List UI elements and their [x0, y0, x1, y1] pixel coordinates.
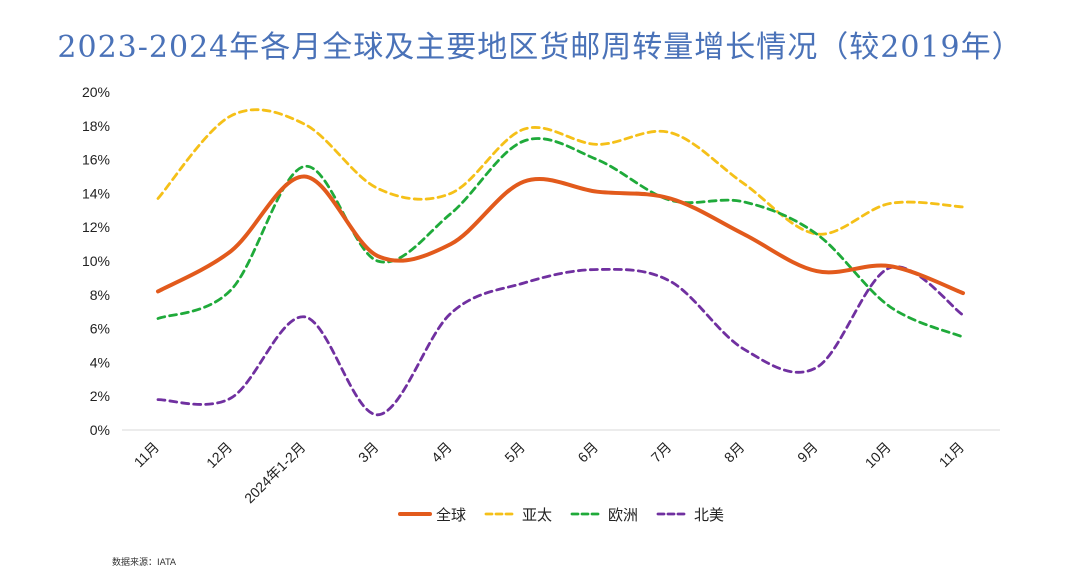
legend-item: 亚太	[484, 506, 552, 524]
axes: 0% 2% 4% 6% 8% 10% 12% 14% 16% 18% 20% 11月 12月 2024年1…	[82, 84, 1000, 506]
x-tick-label: 4月	[428, 439, 455, 466]
source-note: 数据来源：IATA	[112, 558, 177, 568]
y-tick-label: 0%	[90, 422, 110, 438]
series-0	[156, 174, 965, 296]
y-tick-label: 10%	[82, 253, 110, 269]
y-tick-label: 8%	[90, 287, 110, 303]
legend-label: 北美	[694, 506, 724, 524]
x-tick-label: 11月	[936, 439, 967, 470]
x-tick-label: 7月	[648, 439, 675, 466]
legend-item: 欧洲	[570, 506, 638, 524]
y-tick-label: 14%	[82, 185, 110, 201]
chart-title: 2023-2024年各月全球及主要地区货邮周转量增长情况（较2019年）	[57, 30, 1023, 65]
x-tick-label: 11月	[131, 439, 162, 470]
x-tick-label: 3月	[355, 439, 382, 466]
series-layer	[156, 108, 965, 417]
legend-item: 北美	[656, 506, 724, 524]
series-2	[156, 137, 965, 339]
x-tick-label: 5月	[501, 439, 528, 466]
legend-item: 全球	[398, 506, 466, 524]
y-tick-label: 4%	[90, 354, 110, 370]
x-tick-label: 8月	[721, 439, 748, 466]
series-line	[156, 137, 965, 339]
series-1	[156, 108, 965, 236]
series-3	[156, 265, 965, 417]
y-tick-label: 16%	[82, 152, 110, 168]
legend-label: 亚太	[522, 506, 552, 524]
series-line	[156, 174, 965, 296]
x-tick-label: 9月	[794, 439, 821, 466]
y-tick-label: 12%	[82, 219, 110, 235]
x-tick-label: 12月	[203, 439, 235, 471]
y-tick-label: 20%	[82, 84, 110, 100]
legend-label: 全球	[436, 506, 466, 524]
x-tick-label: 2024年1-2月	[241, 439, 308, 506]
legend: 全球 亚太 欧洲 北美	[398, 506, 724, 524]
legend-label: 欧洲	[608, 506, 638, 524]
y-tick-label: 18%	[82, 118, 110, 134]
series-line	[156, 265, 965, 417]
x-tick-label: 6月	[574, 439, 601, 466]
series-line	[156, 108, 965, 236]
y-tick-label: 2%	[90, 388, 110, 404]
y-tick-label: 6%	[90, 321, 110, 337]
x-tick-label: 10月	[862, 439, 894, 471]
